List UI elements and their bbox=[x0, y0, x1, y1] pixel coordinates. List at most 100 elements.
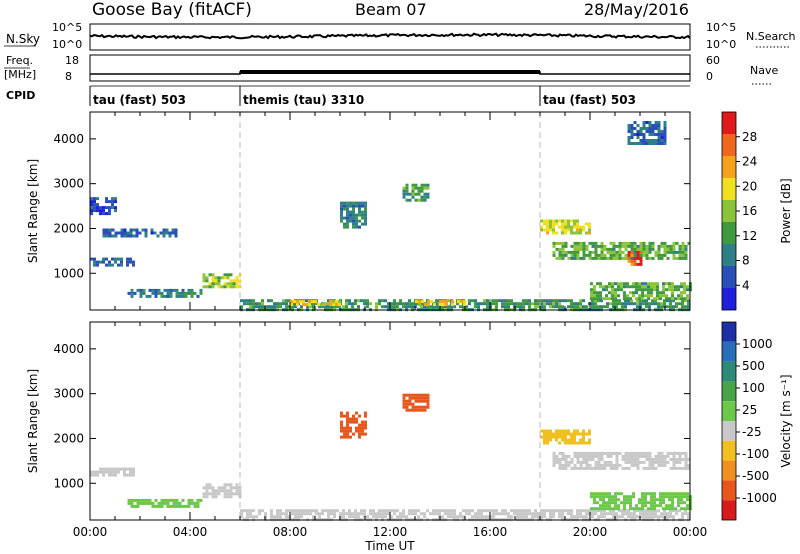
echo-cell bbox=[651, 247, 655, 251]
echo-cell bbox=[352, 222, 355, 226]
echo-cell bbox=[614, 294, 617, 298]
echo-cell bbox=[561, 463, 565, 467]
echo-cell bbox=[546, 429, 549, 433]
echo-cell bbox=[205, 279, 209, 283]
echo-cell bbox=[624, 244, 628, 248]
echo-cell bbox=[390, 515, 393, 519]
echo-cell bbox=[408, 396, 412, 400]
echo-cell bbox=[345, 302, 348, 306]
echo-cell bbox=[168, 231, 172, 235]
echo-cell bbox=[474, 515, 477, 519]
echo-cell bbox=[627, 130, 631, 133]
echo-cell bbox=[444, 509, 447, 513]
echo-cell bbox=[142, 498, 146, 502]
echo-cell bbox=[600, 256, 604, 260]
echo-cell bbox=[294, 509, 297, 513]
echo-cell bbox=[132, 467, 135, 471]
echo-cell bbox=[108, 470, 111, 474]
echo-cell bbox=[558, 256, 562, 260]
echo-cell bbox=[603, 515, 606, 519]
echo-cell bbox=[653, 501, 656, 505]
echo-cell bbox=[430, 300, 433, 304]
echo-cell bbox=[172, 501, 176, 505]
echo-cell bbox=[420, 393, 424, 397]
echo-cell bbox=[588, 466, 592, 470]
nsky-panel: N.Sky 10^5 10^0 10^5 10^0 N.Search bbox=[4, 21, 796, 51]
echo-cell bbox=[609, 247, 613, 251]
echo-cell bbox=[343, 225, 346, 229]
echo-cell bbox=[387, 305, 390, 309]
echo-cell bbox=[300, 512, 303, 516]
echo-cell bbox=[480, 302, 483, 306]
echo-cell bbox=[648, 130, 652, 133]
echo-cell bbox=[627, 136, 631, 139]
echo-cell bbox=[624, 457, 628, 461]
echo-cell bbox=[663, 454, 667, 458]
echo-cell bbox=[537, 512, 540, 516]
echo-cell bbox=[668, 285, 671, 289]
echo-cell bbox=[672, 305, 675, 309]
echo-cell bbox=[420, 305, 423, 309]
echo-cell bbox=[561, 429, 564, 433]
echo-cell bbox=[657, 454, 661, 458]
echo-cell bbox=[351, 512, 354, 516]
echo-cell bbox=[617, 294, 620, 298]
echo-cell bbox=[663, 241, 667, 245]
echo-cell bbox=[629, 495, 632, 499]
echo-cell bbox=[647, 297, 650, 301]
echo-cell bbox=[648, 463, 652, 467]
echo-cell bbox=[650, 285, 653, 289]
echo-cell bbox=[620, 501, 623, 505]
echo-cell bbox=[270, 515, 273, 519]
echo-cell bbox=[417, 509, 420, 513]
echo-cell bbox=[549, 219, 552, 223]
echo-cell bbox=[462, 509, 465, 513]
echo-cell bbox=[151, 501, 155, 505]
echo-cell bbox=[157, 288, 161, 292]
echo-cell bbox=[358, 210, 361, 214]
echo-cell bbox=[609, 463, 613, 467]
echo-cell bbox=[605, 507, 608, 511]
echo-cell bbox=[355, 417, 358, 421]
echo-cell bbox=[193, 501, 197, 505]
echo-cell bbox=[678, 451, 682, 455]
echo-cell bbox=[576, 429, 579, 433]
echo-cell bbox=[555, 460, 559, 464]
echo-cell bbox=[576, 466, 580, 470]
echo-cell bbox=[618, 247, 622, 251]
echo-cell bbox=[606, 302, 609, 306]
echo-cell bbox=[602, 495, 605, 499]
echo-cell bbox=[567, 256, 571, 260]
echo-cell bbox=[590, 294, 593, 298]
echo-cell bbox=[333, 512, 336, 516]
echo-cell bbox=[486, 305, 489, 309]
echo-cell bbox=[355, 429, 358, 433]
echo-cell bbox=[591, 509, 594, 513]
echo-cell bbox=[123, 473, 126, 477]
echo-cell bbox=[361, 201, 364, 205]
echo-cell bbox=[93, 203, 96, 207]
echo-cell bbox=[549, 225, 552, 229]
echo-cell bbox=[671, 297, 674, 301]
echo-cell bbox=[232, 282, 236, 286]
echo-cell bbox=[338, 303, 341, 307]
echo-cell bbox=[408, 299, 411, 303]
echo-cell bbox=[375, 515, 378, 519]
echo-cell bbox=[340, 204, 343, 208]
echo-cell bbox=[405, 305, 408, 309]
echo-cell bbox=[624, 305, 627, 309]
echo-cell bbox=[684, 253, 688, 257]
x-tick-label: 16:00 bbox=[473, 525, 508, 539]
echo-cell bbox=[663, 121, 667, 124]
echo-cell bbox=[605, 285, 608, 289]
echo-cell bbox=[136, 504, 140, 508]
echo-cell bbox=[154, 294, 158, 298]
echo-cell bbox=[498, 512, 501, 516]
echo-cell bbox=[681, 515, 684, 519]
echo-cell bbox=[573, 432, 576, 436]
echo-cell bbox=[614, 492, 617, 496]
echo-cell bbox=[130, 288, 134, 292]
echo-cell bbox=[573, 305, 576, 309]
echo-cell bbox=[246, 299, 249, 303]
echo-cell bbox=[99, 470, 102, 474]
